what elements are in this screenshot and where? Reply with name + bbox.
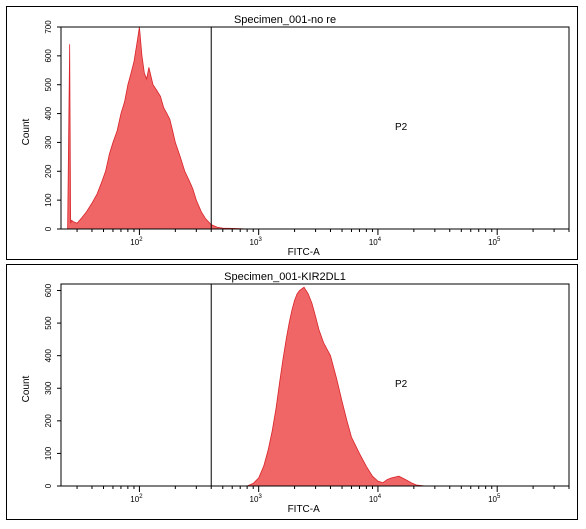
y-tick-label: 0 <box>44 483 53 488</box>
gate-label: P2 <box>395 379 408 390</box>
x-tick-label: 104 <box>369 237 382 247</box>
y-axis-label: Count <box>21 118 32 145</box>
x-axis-label: FITC-A <box>288 247 321 258</box>
y-tick-label: 200 <box>44 414 53 428</box>
chart-title: Specimen_001-KIR2DL1 <box>224 271 346 283</box>
y-tick-label: 200 <box>44 164 53 178</box>
x-tick-label: 103 <box>250 237 263 247</box>
plot-frame <box>60 26 570 230</box>
histogram-panel-no-re: Specimen_001-no re P2 0 100 200 300 400 500 600 7… <box>6 6 578 260</box>
y-axis-label: Count <box>21 375 32 402</box>
y-tick-label: 600 <box>44 49 53 63</box>
x-tick-label: 103 <box>250 494 263 504</box>
y-tick-label: 0 <box>44 226 53 231</box>
chart-title: Specimen_001-no re <box>234 14 336 26</box>
y-tick-label: 700 <box>44 20 53 34</box>
y-tick-label: 100 <box>44 193 53 207</box>
histogram-area <box>67 26 269 230</box>
y-tick-label: 600 <box>44 283 53 297</box>
y-tick-label: 500 <box>44 316 53 330</box>
y-tick-label: 300 <box>44 135 53 149</box>
x-tick-label: 105 <box>488 237 501 247</box>
histogram-kir2dl1: Specimen_001-KIR2DL1 P2 0 100 200 300 400 500 60… <box>21 271 570 515</box>
x-axis-label: FITC-A <box>288 504 321 515</box>
histogram-panel-kir2dl1: Specimen_001-KIR2DL1 P2 0 100 200 300 400 500 60… <box>6 264 578 520</box>
y-tick-label: 300 <box>44 381 53 395</box>
plot-frame <box>60 283 570 487</box>
histogram-no-re: Specimen_001-no re P2 0 100 200 300 400 500 600 7… <box>21 14 570 258</box>
gate-label: P2 <box>395 122 408 133</box>
y-tick-label: 400 <box>44 106 53 120</box>
y-tick-label: 500 <box>44 77 53 91</box>
x-tick-label: 104 <box>369 494 382 504</box>
x-tick-label: 102 <box>130 237 143 247</box>
y-tick-label: 400 <box>44 348 53 362</box>
histogram-area <box>246 286 426 487</box>
y-tick-label: 100 <box>44 446 53 460</box>
x-tick-label: 102 <box>130 494 143 504</box>
x-tick-label: 105 <box>488 494 501 504</box>
